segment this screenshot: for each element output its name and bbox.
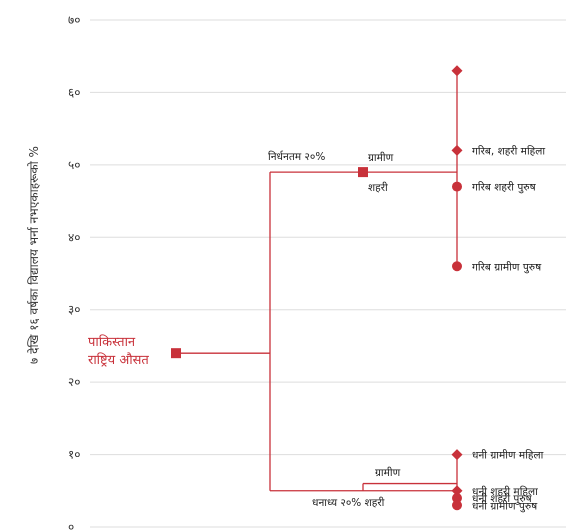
national-average-label-line2: राष्ट्रिय औसत (88, 352, 149, 368)
national-average-label-line1: पाकिस्तान (88, 334, 136, 350)
point-labels: गरिब, शहरी महिला गरिब शहरी पुरुष गरिब ग्रा… (472, 144, 545, 512)
richest-point-diamond (451, 485, 463, 497)
richest-point-label: धनी ग्रामीण पुरुष (472, 499, 538, 512)
poorest-point-label: गरिब शहरी पुरुष (472, 181, 537, 194)
poorest-point-circle (452, 181, 462, 192)
richest-point-label: धनी ग्रामीण महिला (472, 449, 544, 462)
y-tick-label: १० (68, 448, 80, 462)
richest-rural-label: ग्रामीण (375, 466, 401, 479)
y-tick-label: ६० (68, 85, 80, 99)
grid (90, 19, 566, 528)
y-tick-label: ४० (68, 230, 80, 244)
y-tick-label: ३० (68, 303, 80, 317)
poorest-group-label: निर्धनतम २०% (268, 150, 325, 163)
y-tick-label: ७० (68, 13, 80, 27)
poorest-marker (358, 167, 368, 178)
richest-point-label: धनी शहरी महिला (472, 485, 538, 498)
y-tick-label: ० (68, 520, 74, 531)
poorest-point-circle (452, 261, 462, 272)
data-points (171, 65, 463, 511)
poorest-rural-label: ग्रामीण (368, 151, 394, 164)
richest-point-diamond (451, 449, 463, 461)
y-axis-label: ७ देखि १६ वर्षका विद्यालय भर्ना नभएकाहरू… (27, 146, 41, 364)
poorest-urban-label: शहरी (368, 181, 388, 194)
y-tick-labels: ० १० २० ३० ४० ५० ६० ७० (68, 13, 80, 531)
y-tick-label: २० (68, 375, 80, 389)
poorest-point-label: गरिब ग्रामीण पुरुष (472, 260, 542, 273)
richest-point-label: धनी शहरी पुरुष (472, 492, 533, 505)
richest-group-label: धनाध्य २०% शहरी (312, 496, 385, 509)
poorest-point-diamond (451, 65, 463, 77)
connector-lines (176, 70, 458, 506)
poorest-point-label: गरिब, शहरी महिला (472, 144, 545, 157)
y-tick-label: ५० (68, 158, 80, 172)
national-average-marker (171, 348, 181, 359)
richest-point-circle (452, 493, 462, 504)
poorest-point-diamond (451, 144, 463, 156)
richest-point-circle (452, 500, 462, 511)
